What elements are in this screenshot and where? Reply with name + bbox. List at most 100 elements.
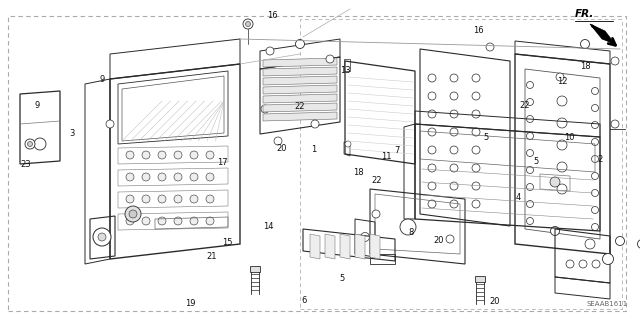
Circle shape	[243, 19, 253, 29]
Circle shape	[591, 206, 598, 213]
Text: 20: 20	[490, 297, 500, 306]
Circle shape	[206, 217, 214, 225]
Circle shape	[266, 47, 274, 55]
Circle shape	[190, 217, 198, 225]
Circle shape	[566, 260, 574, 268]
Polygon shape	[263, 85, 337, 94]
Circle shape	[611, 120, 619, 128]
Polygon shape	[263, 67, 337, 76]
Circle shape	[345, 141, 351, 147]
Circle shape	[93, 228, 111, 246]
Polygon shape	[250, 266, 260, 272]
Circle shape	[450, 92, 458, 100]
Text: 19: 19	[186, 299, 196, 308]
Circle shape	[142, 195, 150, 203]
Circle shape	[450, 146, 458, 154]
Polygon shape	[263, 112, 337, 121]
Circle shape	[206, 173, 214, 181]
Circle shape	[611, 57, 619, 65]
Circle shape	[158, 173, 166, 181]
Circle shape	[246, 21, 250, 26]
Circle shape	[126, 195, 134, 203]
Circle shape	[190, 151, 198, 159]
Circle shape	[274, 137, 282, 145]
Circle shape	[527, 132, 534, 139]
Circle shape	[206, 151, 214, 159]
Text: 5: 5	[340, 274, 345, 283]
Circle shape	[158, 217, 166, 225]
Circle shape	[472, 200, 480, 208]
Text: FR.: FR.	[575, 9, 595, 19]
Circle shape	[296, 40, 305, 48]
Text: 9: 9	[35, 101, 40, 110]
Circle shape	[126, 151, 134, 159]
Text: 6: 6	[301, 296, 307, 305]
Polygon shape	[263, 58, 337, 67]
Text: 18: 18	[353, 168, 364, 177]
Circle shape	[126, 173, 134, 181]
Circle shape	[311, 120, 319, 128]
Circle shape	[592, 260, 600, 268]
Circle shape	[450, 74, 458, 82]
Circle shape	[557, 162, 567, 172]
Circle shape	[472, 74, 480, 82]
Circle shape	[585, 239, 595, 249]
Circle shape	[557, 96, 567, 106]
Text: 22: 22	[371, 176, 381, 185]
Circle shape	[557, 140, 567, 150]
Circle shape	[472, 146, 480, 154]
Text: 15: 15	[222, 238, 232, 247]
Polygon shape	[263, 103, 337, 112]
Text: 18: 18	[580, 63, 591, 71]
Circle shape	[428, 74, 436, 82]
Circle shape	[400, 219, 416, 235]
Circle shape	[550, 226, 559, 235]
Circle shape	[557, 184, 567, 194]
Circle shape	[190, 173, 198, 181]
Circle shape	[579, 260, 587, 268]
Text: 16: 16	[267, 11, 277, 20]
Circle shape	[360, 233, 369, 241]
Text: 9: 9	[100, 75, 105, 84]
Circle shape	[591, 122, 598, 129]
Text: 13: 13	[340, 66, 351, 75]
Text: 23: 23	[20, 160, 31, 169]
Circle shape	[428, 182, 436, 190]
Circle shape	[125, 206, 141, 222]
Text: SEAAB1611: SEAAB1611	[587, 301, 628, 307]
Circle shape	[450, 200, 458, 208]
Circle shape	[591, 224, 598, 231]
Circle shape	[158, 151, 166, 159]
Circle shape	[637, 240, 640, 249]
Circle shape	[206, 195, 214, 203]
Circle shape	[450, 110, 458, 118]
Circle shape	[126, 217, 134, 225]
Circle shape	[372, 210, 380, 218]
Text: 7: 7	[394, 146, 399, 155]
Circle shape	[527, 115, 534, 122]
Polygon shape	[355, 234, 365, 259]
Circle shape	[174, 173, 182, 181]
Text: 3: 3	[70, 130, 75, 138]
Circle shape	[527, 218, 534, 225]
Text: 5: 5	[534, 157, 539, 166]
Circle shape	[428, 200, 436, 208]
Text: 4: 4	[516, 193, 521, 202]
Circle shape	[527, 81, 534, 88]
Circle shape	[472, 92, 480, 100]
Circle shape	[527, 99, 534, 106]
Text: 17: 17	[218, 158, 228, 167]
Circle shape	[428, 110, 436, 118]
Circle shape	[106, 120, 114, 128]
Circle shape	[450, 128, 458, 136]
Text: 1: 1	[311, 145, 316, 154]
Text: 14: 14	[264, 222, 274, 231]
Polygon shape	[475, 276, 485, 282]
Polygon shape	[590, 24, 615, 44]
Text: 12: 12	[557, 77, 567, 86]
Circle shape	[550, 177, 560, 187]
Circle shape	[472, 128, 480, 136]
Circle shape	[174, 217, 182, 225]
Circle shape	[174, 195, 182, 203]
Circle shape	[486, 43, 494, 51]
